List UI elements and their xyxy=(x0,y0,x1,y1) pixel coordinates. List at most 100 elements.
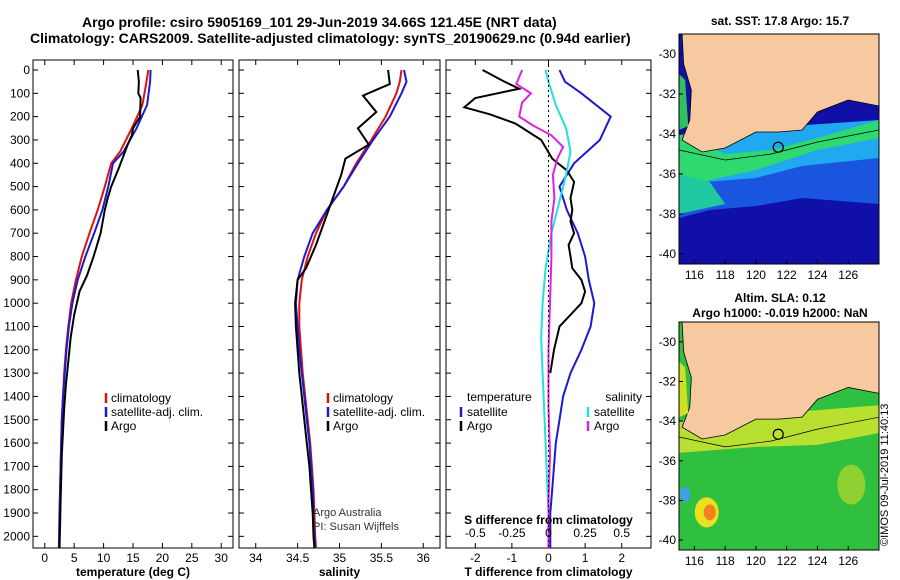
diff-legend-label: Argo xyxy=(594,419,620,433)
temperature-legend-label: climatology xyxy=(111,391,171,405)
depth-tick-label: 200 xyxy=(10,110,30,124)
sst-lon-label: 118 xyxy=(716,268,735,282)
difference-xtick-label: 1 xyxy=(582,551,589,565)
salinity-xlabel: salinity xyxy=(319,565,361,579)
sla-lat-label: -30 xyxy=(659,335,677,349)
sla-contour xyxy=(679,416,879,448)
depth-tick-label: 0 xyxy=(23,63,30,77)
sst-lat-label: -40 xyxy=(659,247,677,261)
depth-tick-label: 1600 xyxy=(3,436,30,450)
sla-map-title: Altim. SLA: 0.12 xyxy=(734,291,826,305)
temperature-series-satellite-adj-clim- xyxy=(57,69,152,549)
diff-legend-title-temperature: temperature xyxy=(467,390,532,404)
sla-lon-label: 116 xyxy=(685,554,704,568)
depth-tick-label: 400 xyxy=(10,156,30,170)
sst-west-strip xyxy=(679,74,689,130)
sst-map-field xyxy=(679,34,879,264)
depth-tick-label: 1000 xyxy=(3,296,30,310)
salinity-xtick-label: 35.5 xyxy=(370,551,394,565)
sst-teal-patch xyxy=(679,174,726,214)
temperature-xtick-label: 0 xyxy=(41,551,48,565)
sst-lat-label: -34 xyxy=(659,127,677,141)
temperature-xtick-label: 10 xyxy=(97,551,111,565)
salinity-series-climatology xyxy=(298,69,403,549)
depth-tick-label: 1500 xyxy=(3,413,30,427)
temperature-legend-label: satellite-adj. clim. xyxy=(111,405,203,419)
difference-xlabel: T difference from climatology xyxy=(464,565,632,579)
depth-tick-label: 2000 xyxy=(3,529,30,543)
sla-blue-patch xyxy=(680,486,691,503)
credit-line1: Argo Australia xyxy=(313,507,382,519)
depth-tick-label: 1100 xyxy=(4,319,30,333)
depth-tick-label: 900 xyxy=(10,273,30,287)
sst-lon-label: 116 xyxy=(685,268,704,282)
salinity-legend-label: Argo xyxy=(333,419,359,433)
depth-tick-label: 1900 xyxy=(3,506,30,520)
sla-lat-label: -38 xyxy=(659,493,677,507)
sla-orange-patch xyxy=(703,504,716,521)
sst-argo-position-marker xyxy=(772,141,784,153)
sla-argo-position-marker xyxy=(772,428,784,440)
temperature-series-argo xyxy=(58,69,142,549)
difference-series-temperature-argo xyxy=(462,69,587,374)
difference-xtick-label: 0 xyxy=(545,551,552,565)
sla-map-field xyxy=(679,322,879,550)
temperature-legend-label: Argo xyxy=(111,419,137,433)
s-diff-tick-label: 0 xyxy=(545,526,552,540)
sla-lon-label: 124 xyxy=(807,554,827,568)
salinity-xtick-label: 34 xyxy=(249,551,263,565)
salinity-legend-label: climatology xyxy=(333,391,393,405)
sla-lon-label: 120 xyxy=(746,554,766,568)
temperature-xtick-label: 25 xyxy=(185,551,199,565)
difference-xtick-label: -1 xyxy=(507,551,518,565)
depth-tick-label: 600 xyxy=(10,203,30,217)
salinity-xtick-label: 34.5 xyxy=(286,551,310,565)
sst-map-title: sat. SST: 17.8 Argo: 15.7 xyxy=(710,14,850,28)
depth-tick-label: 1800 xyxy=(3,483,30,497)
sla-lat-label: -32 xyxy=(659,374,677,388)
plot-title-line2: Climatology: CARS2009. Satellite-adjuste… xyxy=(30,30,631,46)
diff-legend-label: satellite xyxy=(594,405,635,419)
salinity-xtick-label: 36 xyxy=(417,551,431,565)
depth-tick-label: 500 xyxy=(10,180,30,194)
depth-tick-label: 800 xyxy=(10,250,30,264)
s-diff-tick-label: -0.25 xyxy=(498,526,526,540)
salinity-series-satellite-adj-clim- xyxy=(294,69,408,549)
sla-west-strip xyxy=(679,361,689,418)
sla-light-patch xyxy=(837,464,866,505)
salinity-panel-frame xyxy=(238,59,441,549)
sla-lon-label: 118 xyxy=(716,554,735,568)
sla-lon-label: 126 xyxy=(838,554,858,568)
depth-tick-label: 1300 xyxy=(3,366,30,380)
salinity-xtick-label: 35 xyxy=(333,551,347,565)
depth-tick-label: 100 xyxy=(10,86,30,100)
sst-lat-label: -36 xyxy=(659,167,677,181)
s-diff-tick-label: 0.5 xyxy=(613,526,630,540)
s-diff-tick-label: -0.5 xyxy=(465,526,486,540)
sst-lon-label: 122 xyxy=(777,268,797,282)
sst-green-band xyxy=(679,120,879,190)
s-diff-tick-label: 0.25 xyxy=(573,526,597,540)
sst-lon-label: 120 xyxy=(746,268,766,282)
sla-map-subtitle: Argo h1000: -0.019 h2000: NaN xyxy=(692,306,868,320)
sla-lat-label: -40 xyxy=(659,533,677,547)
sst-lon-label: 126 xyxy=(838,268,858,282)
diff-legend-title-salinity: salinity xyxy=(605,390,642,404)
sst-map-frame xyxy=(678,33,880,265)
temperature-xtick-label: 5 xyxy=(71,551,78,565)
sst-lat-label: -30 xyxy=(659,47,677,61)
difference-series-salinity-argo xyxy=(515,69,565,548)
salinity-series-argo xyxy=(294,69,391,549)
sst-lon-label: 124 xyxy=(807,268,827,282)
diff-legend-label: satellite xyxy=(467,405,508,419)
temperature-xtick-label: 30 xyxy=(215,551,229,565)
sla-map-frame xyxy=(678,321,880,551)
sst-land xyxy=(679,34,879,153)
difference-series-salinity-satellite xyxy=(540,69,572,548)
sla-lat-label: -36 xyxy=(659,454,677,468)
depth-tick-label: 1400 xyxy=(3,389,30,403)
diff-legend-label: Argo xyxy=(467,419,493,433)
difference-xtick-label: 2 xyxy=(618,551,625,565)
sla-lat-label: -34 xyxy=(659,414,677,428)
